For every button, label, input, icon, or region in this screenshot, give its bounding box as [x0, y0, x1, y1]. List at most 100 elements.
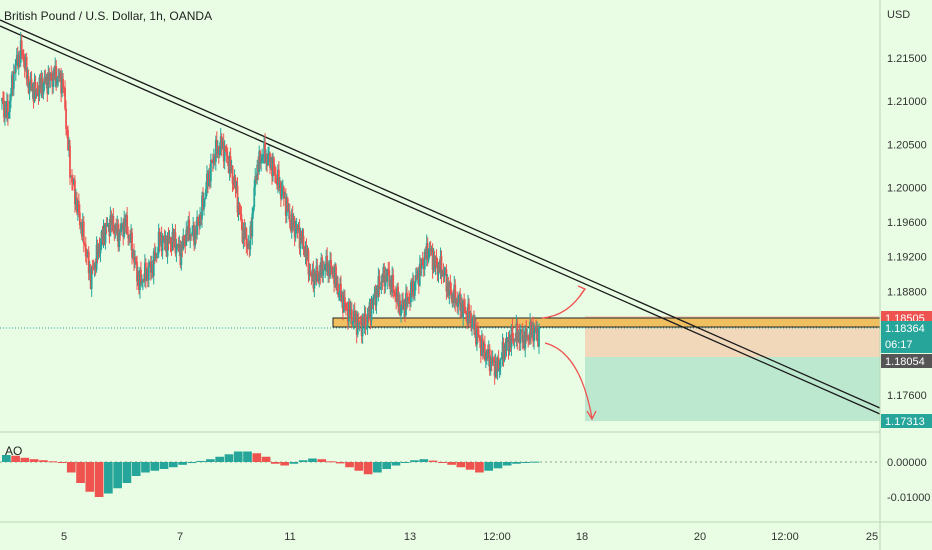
candle-body [276, 169, 279, 185]
candle-body [192, 225, 195, 233]
candle-body [415, 275, 418, 278]
candle-body [153, 251, 156, 259]
candle-body [240, 214, 243, 222]
candle-body [537, 329, 539, 347]
candle-body [171, 232, 174, 250]
candle-body [473, 316, 475, 330]
candle-body [308, 271, 311, 275]
candle-body [500, 358, 503, 360]
candle-body [396, 286, 399, 301]
candle-body [406, 292, 408, 302]
candle-body [266, 154, 268, 166]
candle-body [509, 338, 512, 348]
bearish-scenario-arrow [544, 342, 593, 419]
candle-body [41, 78, 44, 95]
candle-body [411, 281, 414, 294]
candle-body [99, 246, 102, 254]
candle-body [513, 339, 516, 341]
candle-body [506, 337, 509, 340]
candle-body [185, 229, 188, 246]
candle-body [24, 56, 27, 70]
candle-body [38, 77, 41, 97]
candle-body [385, 275, 388, 282]
candle-body [497, 358, 500, 371]
candle-body [159, 234, 162, 244]
candle-body [83, 243, 86, 245]
candle-body [204, 198, 206, 200]
currency-label: USD [887, 9, 910, 21]
candle-body [259, 151, 262, 164]
candle-body [106, 224, 109, 227]
candle-body [325, 255, 328, 265]
price-tick-label: 1.20500 [887, 139, 927, 151]
candle-body [133, 251, 135, 263]
candle-body [208, 172, 210, 186]
candle-body [440, 256, 443, 277]
ao-bar [400, 462, 410, 463]
candle-body [529, 321, 532, 341]
trendline-upper[interactable] [0, 19, 881, 409]
candle-body [1, 97, 3, 102]
bearish-arrow-head [586, 410, 597, 421]
candle-body [345, 308, 348, 310]
time-axis[interactable]: 5 7 11 13 12:00 18 20 12:00 25 [61, 531, 878, 543]
candle-body [220, 136, 223, 148]
candle-body [245, 228, 248, 246]
support-zone[interactable] [332, 317, 881, 328]
candle-body [143, 262, 146, 281]
candle-body [433, 256, 436, 267]
candle-body [364, 313, 367, 329]
bullish-arrow-head [577, 285, 586, 297]
candle-body [148, 261, 151, 267]
candle-body [489, 358, 492, 372]
candle-body [101, 231, 104, 240]
ao-bar [391, 462, 401, 466]
candle-body [140, 269, 142, 282]
candle-body [535, 326, 537, 334]
bar-countdown: 06:17 [885, 339, 913, 351]
candle-body [174, 232, 177, 254]
candle-body [126, 215, 129, 234]
candle-body [287, 211, 290, 213]
price-axis[interactable]: 1.21500 1.21000 1.20500 1.20000 1.19600 1.192… [887, 53, 927, 402]
candle-body [420, 259, 423, 269]
candle-body [119, 231, 122, 233]
time-tick-label: 5 [61, 531, 67, 543]
candle-body [199, 215, 201, 227]
candle-body [409, 301, 411, 303]
candle-body [448, 282, 451, 296]
candle-body [456, 299, 459, 308]
candle-body [104, 225, 107, 244]
candle-body [339, 283, 341, 293]
candle-body [329, 259, 332, 277]
candle-body [410, 282, 412, 303]
candle-body [363, 313, 366, 327]
candle-body [131, 232, 133, 258]
candle-body [123, 219, 126, 237]
candles-group [1, 31, 540, 385]
candle-body [238, 203, 241, 212]
candle-body [100, 231, 103, 247]
candle-body [211, 160, 214, 164]
candle-body [168, 237, 171, 243]
candle-body [430, 248, 433, 252]
candle-body [324, 264, 327, 271]
candle-body [7, 101, 9, 118]
candle-body [249, 226, 252, 250]
candle-body [499, 358, 502, 368]
candle-body [401, 300, 403, 306]
candle-body [242, 227, 245, 243]
candle-body [255, 176, 258, 180]
candle-body [72, 182, 74, 184]
candle-body [68, 145, 70, 150]
candle-body [37, 93, 40, 97]
candle-body [116, 224, 119, 233]
candle-body [7, 111, 10, 118]
candle-body [128, 235, 131, 239]
ao-bar [428, 460, 438, 462]
candle-body [66, 129, 68, 131]
trendline-lower[interactable] [0, 25, 881, 415]
candle-body [154, 253, 157, 259]
